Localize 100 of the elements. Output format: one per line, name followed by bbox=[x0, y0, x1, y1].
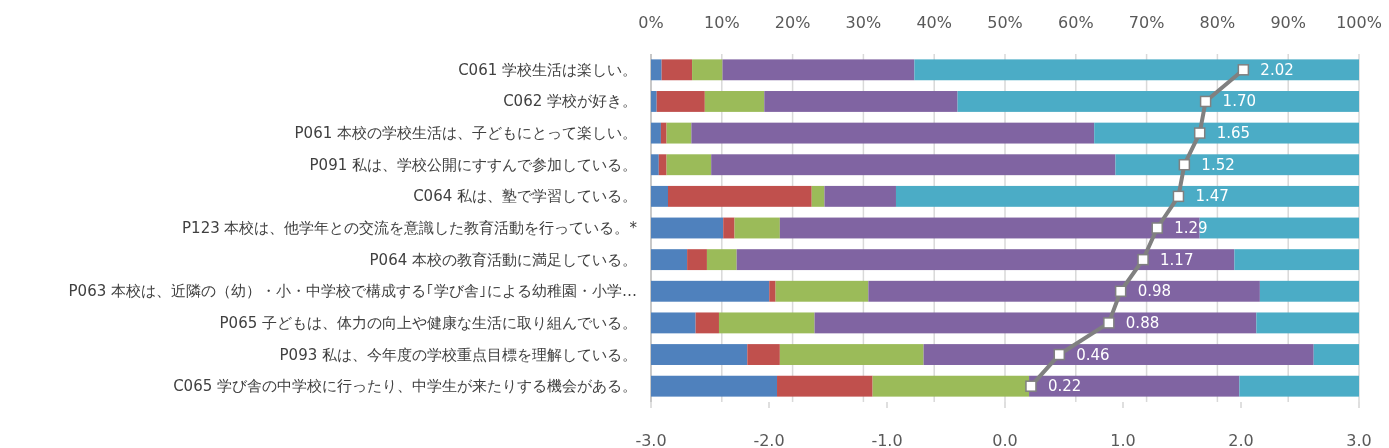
point bbox=[1151, 222, 1163, 234]
point bbox=[1053, 348, 1066, 361]
y-tick-label: P061 本校の学校生活は、子どもにとって楽しい。 bbox=[294, 124, 637, 143]
bar bbox=[656, 91, 705, 112]
x-tick-label: 100% bbox=[1336, 13, 1382, 32]
bar bbox=[747, 344, 780, 365]
y-tick-label: P065 子どもは、体力の向上や健康な生活に取り組んでいる。 bbox=[219, 313, 637, 332]
x-tick-label: 20% bbox=[774, 13, 811, 32]
bar bbox=[666, 154, 712, 176]
bar bbox=[914, 59, 1359, 81]
bar bbox=[1256, 312, 1359, 334]
x2-tick-label: 2.0 bbox=[1228, 431, 1254, 448]
bar bbox=[868, 280, 1260, 302]
data-label: 1.17 bbox=[1160, 250, 1194, 269]
x-tick-label: 50% bbox=[987, 13, 1023, 32]
data-label: 1.29 bbox=[1174, 219, 1208, 237]
data-label: 0.46 bbox=[1076, 345, 1110, 364]
y-tick-label: P091 私は、学校公開にすすんで参加している。 bbox=[309, 155, 637, 174]
bar bbox=[1239, 375, 1359, 397]
point bbox=[1237, 64, 1250, 76]
x2-tick-label: 1.0 bbox=[1110, 431, 1136, 448]
x2-tick-label: -1.0 bbox=[871, 431, 903, 448]
y-tick-label: P093 私は、今年度の学校重点目標を理解している。 bbox=[279, 345, 637, 364]
x-tick-label: 10% bbox=[704, 13, 740, 32]
bar bbox=[651, 217, 724, 239]
point bbox=[1193, 127, 1206, 139]
bar bbox=[667, 185, 812, 207]
bar bbox=[666, 122, 692, 144]
y-tick-label: C061 学校生活は楽しい。 bbox=[458, 60, 637, 79]
bar bbox=[695, 312, 719, 334]
bar bbox=[1115, 154, 1359, 176]
point bbox=[1103, 317, 1115, 329]
data-label: 2.02 bbox=[1260, 60, 1294, 79]
bar bbox=[723, 217, 735, 239]
x2-tick-label: 0.0 bbox=[992, 431, 1018, 448]
bar bbox=[895, 185, 1359, 207]
x-tick-label: 80% bbox=[1199, 13, 1236, 32]
data-label: 0.22 bbox=[1047, 377, 1082, 396]
bar bbox=[1313, 344, 1359, 365]
point bbox=[1114, 285, 1127, 298]
bar bbox=[661, 59, 693, 81]
x2-tick-label: -2.0 bbox=[753, 431, 785, 448]
bar bbox=[814, 312, 1257, 334]
bar bbox=[651, 59, 662, 81]
bar bbox=[736, 249, 1235, 271]
bar bbox=[651, 91, 657, 112]
bar bbox=[957, 91, 1359, 112]
data-label: 1.70 bbox=[1222, 92, 1257, 111]
bar bbox=[824, 185, 896, 207]
bar bbox=[811, 185, 825, 207]
bar bbox=[651, 249, 688, 271]
bar bbox=[706, 249, 737, 271]
bar bbox=[651, 280, 770, 302]
data-label: 0.88 bbox=[1125, 313, 1160, 332]
y-tick-label: P123 本校は、他学年との交流を意識した教育活動を行っている。* bbox=[182, 219, 638, 237]
bar bbox=[775, 280, 869, 302]
bar bbox=[777, 375, 873, 397]
bar bbox=[722, 59, 915, 81]
bar bbox=[734, 217, 780, 239]
bar bbox=[651, 344, 748, 365]
bar bbox=[718, 312, 815, 334]
bar bbox=[872, 375, 1030, 397]
y-tick-label: P064 本校の教育活動に満足している。 bbox=[369, 250, 637, 269]
bar bbox=[704, 91, 765, 112]
data-label: 1.65 bbox=[1216, 124, 1251, 143]
bar bbox=[711, 154, 1116, 176]
x-tick-label: 60% bbox=[1058, 13, 1094, 32]
bar bbox=[691, 122, 1095, 144]
y-tick-label: C064 私は、塾で学習している。 bbox=[413, 187, 637, 206]
bar bbox=[1029, 375, 1240, 397]
bar bbox=[764, 91, 958, 112]
x-tick-label: 0% bbox=[638, 13, 664, 32]
bar bbox=[687, 249, 707, 271]
x2-tick-label: -3.0 bbox=[635, 431, 667, 448]
point bbox=[1137, 253, 1149, 266]
bar bbox=[779, 344, 924, 365]
x2-tick-label: 3.0 bbox=[1346, 431, 1372, 448]
x-tick-label: 70% bbox=[1128, 13, 1165, 32]
data-label: 0.98 bbox=[1137, 282, 1172, 301]
bar bbox=[923, 344, 1314, 365]
point bbox=[1025, 380, 1037, 392]
y-tick-label: P063 本校は、近隣の（幼）・小・中学校で構成する｢学び舎｣による幼稚園・小学… bbox=[68, 282, 637, 301]
bar bbox=[651, 375, 778, 397]
data-label: 1.52 bbox=[1201, 155, 1235, 174]
bar bbox=[651, 122, 661, 144]
y-tick-label: C062 学校が好き。 bbox=[503, 92, 637, 111]
bar bbox=[1259, 280, 1359, 302]
data-label: 1.47 bbox=[1195, 187, 1229, 206]
x-tick-label: 40% bbox=[916, 13, 952, 32]
point bbox=[1178, 158, 1191, 171]
bar bbox=[658, 154, 667, 176]
bar bbox=[651, 154, 659, 176]
bar bbox=[651, 312, 696, 334]
point bbox=[1199, 95, 1212, 108]
y-tick-label: C065 学び舎の中学校に行ったり、中学生が来たりする機会がある。 bbox=[173, 377, 637, 396]
point bbox=[1172, 190, 1185, 203]
bar bbox=[660, 122, 667, 144]
bar bbox=[1234, 249, 1359, 271]
bar bbox=[769, 280, 776, 302]
bar bbox=[651, 185, 668, 207]
